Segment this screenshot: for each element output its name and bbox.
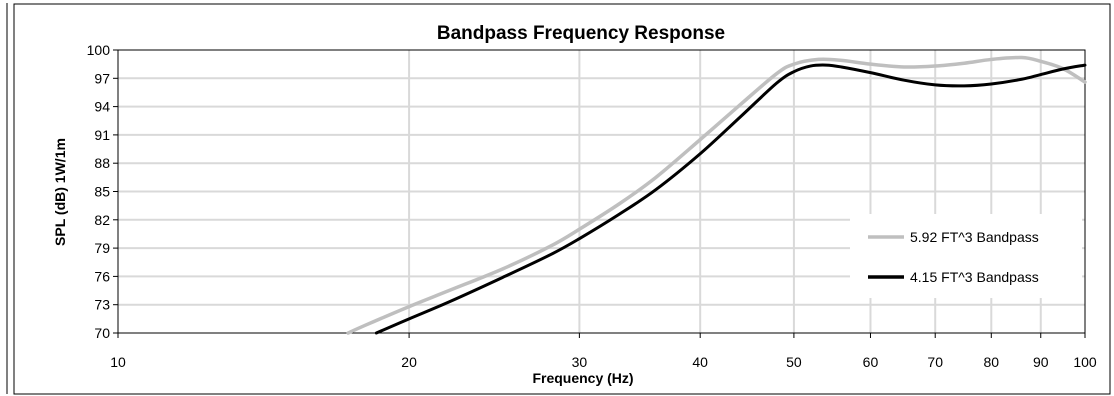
x-axis: 10 20 30 40 50 60 70 80 90 100 (110, 333, 1097, 370)
y-tick-label-10: 100 (87, 42, 111, 58)
x-tick-label-6: 70 (927, 354, 943, 370)
y-axis-label: SPL (dB) 1W/1m (52, 138, 68, 246)
y-tick-label-8: 94 (94, 99, 110, 115)
series-line-2 (374, 63, 1087, 335)
y-tick-label-3: 79 (94, 240, 110, 256)
x-tick-label-8: 90 (1033, 354, 1049, 370)
y-tick-label-7: 91 (94, 127, 110, 143)
legend-box (850, 214, 1082, 298)
series-line-1 (346, 55, 1087, 335)
y-tick-label-9: 97 (94, 70, 110, 86)
gridlines (118, 50, 1085, 333)
y-axis: 70 73 76 79 82 85 88 91 94 97 100 (87, 42, 118, 341)
y-tick-label-1: 73 (94, 297, 110, 313)
chart-title: Bandpass Frequency Response (437, 23, 725, 44)
x-tick-label-1: 20 (401, 354, 417, 370)
x-axis-label: Frequency (Hz) (532, 370, 633, 386)
x-tick-label-3: 40 (692, 354, 708, 370)
y-tick-label-6: 88 (94, 155, 110, 171)
chart-border (13, 3, 1111, 395)
x-tick-label-2: 30 (572, 354, 588, 370)
legend-label-series-1: 5.92 FT^3 Bandpass (910, 229, 1039, 245)
x-tick-label-0: 10 (110, 354, 126, 370)
y-tick-label-2: 76 (94, 268, 110, 284)
x-tick-label-9: 100 (1073, 354, 1097, 370)
legend-label-series-2: 4.15 FT^3 Bandpass (910, 269, 1039, 285)
x-tick-label-7: 80 (983, 354, 999, 370)
y-tick-label-0: 70 (94, 325, 110, 341)
x-tick-label-4: 50 (786, 354, 802, 370)
x-tick-label-5: 60 (863, 354, 879, 370)
y-tick-label-4: 82 (94, 212, 110, 228)
legend: 5.92 FT^3 Bandpass 4.15 FT^3 Bandpass (850, 214, 1082, 298)
series-group (346, 55, 1087, 335)
y-tick-label-5: 85 (94, 184, 110, 200)
